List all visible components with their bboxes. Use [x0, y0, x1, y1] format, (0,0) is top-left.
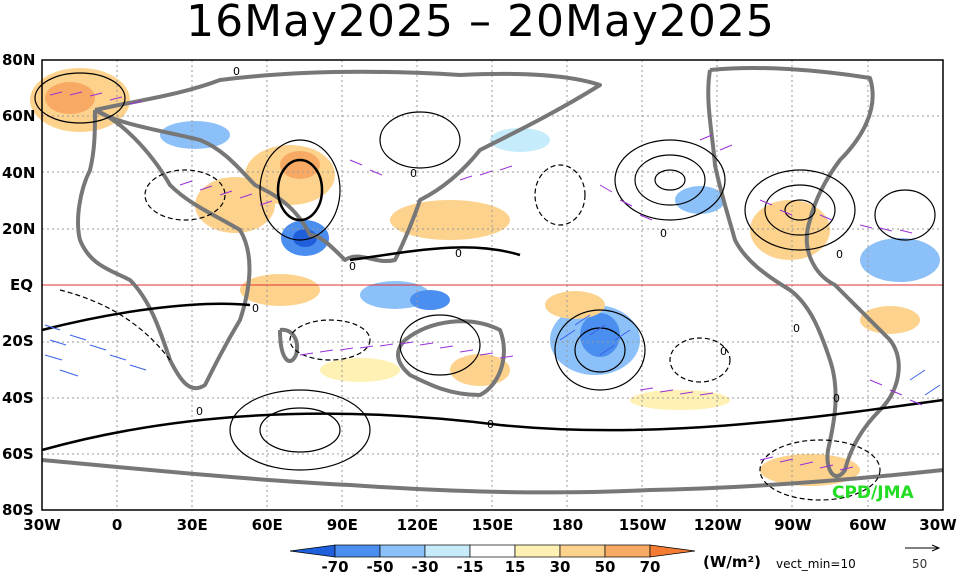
lat-label: 20S	[2, 332, 34, 351]
lon-label: 60E	[251, 516, 283, 534]
lat-label: 40N	[2, 163, 36, 182]
lon-label: 120W	[693, 516, 742, 534]
svg-text:0: 0	[349, 260, 356, 273]
lat-label: 60N	[2, 107, 36, 126]
lat-label: 40S	[2, 388, 34, 407]
lon-label: 90W	[774, 516, 812, 534]
svg-text:0: 0	[833, 392, 840, 405]
svg-text:0: 0	[196, 405, 203, 418]
legend-tick-label: 30	[549, 558, 571, 576]
lat-label: 20N	[2, 219, 36, 238]
map-frame	[41, 59, 944, 511]
svg-text:0: 0	[660, 227, 667, 240]
lon-label: 120E	[396, 516, 439, 534]
legend-tick-label: 15	[504, 558, 526, 576]
lon-label: 30W	[23, 516, 61, 534]
lon-label: 90E	[326, 516, 358, 534]
coastlines	[41, 66, 944, 495]
lon-label: 30W	[919, 516, 957, 534]
contours	[34, 72, 944, 501]
svg-text:0: 0	[410, 167, 417, 180]
svg-text:0: 0	[720, 345, 727, 358]
lat-label: 60S	[2, 444, 34, 463]
contour-labels: 0 0 0 0 0 0 0 0 0 0 0 0	[196, 65, 843, 431]
lon-label: 60W	[849, 516, 887, 534]
svg-text:0: 0	[836, 248, 843, 261]
vector-min-label: vect_min=10	[776, 557, 856, 571]
svg-text:0: 0	[455, 247, 462, 260]
lon-label: 150W	[618, 516, 667, 534]
legend-tick-label: 70	[639, 558, 661, 576]
legend-tick-label: -15	[456, 558, 484, 576]
strong-vectors	[44, 314, 941, 396]
ref-vector-head	[931, 544, 941, 552]
svg-text:0: 0	[793, 322, 800, 335]
map-title: 16May2025 – 20May2025	[186, 0, 775, 47]
lat-label: 80N	[2, 51, 36, 69]
lat-label: EQ	[10, 276, 33, 294]
lat-label: 80S	[2, 501, 34, 519]
svg-text:0: 0	[233, 65, 240, 78]
lon-label: 30E	[176, 516, 208, 534]
legend-colorbar	[289, 544, 696, 558]
lon-label: 0	[111, 516, 123, 534]
ref-vector-label: 50	[912, 557, 928, 571]
svg-text:0: 0	[252, 302, 259, 315]
credit-label: CPD/JMA	[832, 483, 914, 503]
legend-tick-label: -30	[411, 558, 439, 576]
lon-label: 150E	[471, 516, 514, 534]
wind-vectors	[49, 91, 923, 471]
lon-label: 180	[551, 516, 584, 534]
legend-tick-label: -70	[321, 558, 349, 576]
legend-tick-label: 50	[594, 558, 616, 576]
legend-tick-label: -50	[366, 558, 394, 576]
legend-units: (W/m²)	[703, 553, 761, 571]
svg-text:0: 0	[487, 418, 494, 431]
